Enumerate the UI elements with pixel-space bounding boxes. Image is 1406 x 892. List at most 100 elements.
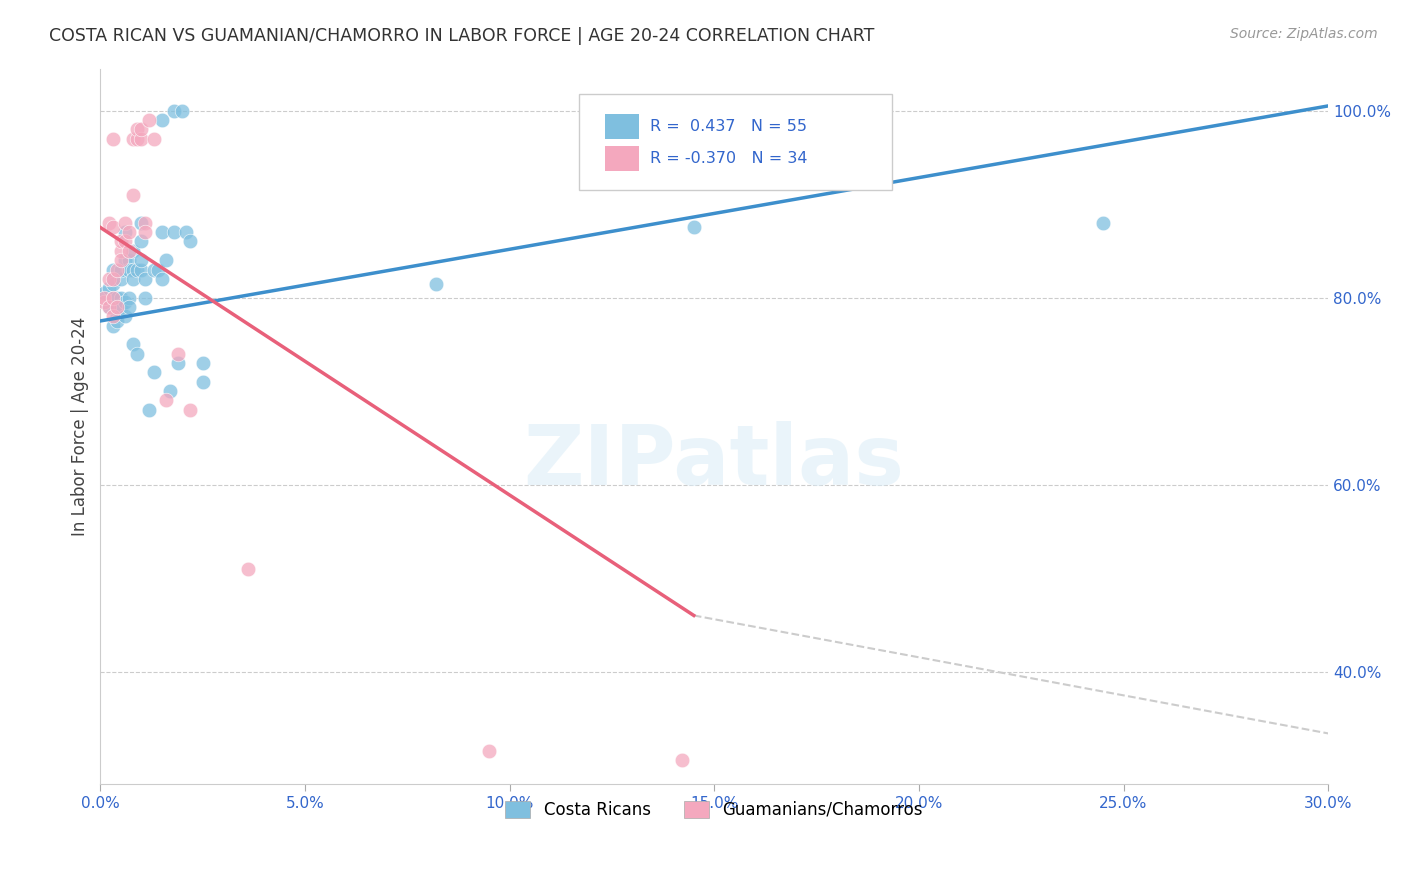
Point: [114, 225, 136, 239]
Point: [118, 262, 141, 277]
Point: [122, 337, 145, 351]
Point: [478, 744, 501, 758]
Point: [236, 562, 259, 576]
Point: [114, 216, 136, 230]
Point: [179, 235, 201, 249]
Point: [101, 291, 124, 305]
Point: [110, 235, 132, 249]
Point: [122, 272, 145, 286]
Point: [163, 225, 186, 239]
Point: [122, 262, 145, 277]
Point: [142, 131, 165, 145]
Point: [122, 131, 145, 145]
Text: R =  0.437   N = 55: R = 0.437 N = 55: [651, 119, 807, 134]
Point: [110, 291, 132, 305]
Point: [101, 310, 124, 324]
Point: [97, 300, 120, 314]
Point: [155, 393, 177, 408]
Text: ZIPatlas: ZIPatlas: [524, 421, 904, 502]
Point: [134, 272, 156, 286]
Point: [118, 244, 141, 258]
Point: [97, 216, 120, 230]
Point: [110, 300, 132, 314]
Y-axis label: In Labor Force | Age 20-24: In Labor Force | Age 20-24: [72, 317, 89, 536]
Point: [167, 346, 190, 360]
Point: [97, 272, 120, 286]
Point: [425, 277, 447, 291]
Point: [191, 356, 214, 370]
Point: [101, 262, 124, 277]
Point: [142, 365, 165, 379]
Point: [101, 131, 124, 145]
Point: [127, 346, 149, 360]
Point: [150, 225, 173, 239]
Legend: Costa Ricans, Guamanians/Chamorros: Costa Ricans, Guamanians/Chamorros: [499, 794, 929, 825]
Point: [122, 244, 145, 258]
Point: [671, 753, 693, 767]
Point: [127, 262, 149, 277]
FancyBboxPatch shape: [605, 113, 640, 138]
Point: [129, 216, 152, 230]
Point: [110, 244, 132, 258]
Point: [159, 384, 181, 398]
Point: [101, 272, 124, 286]
FancyBboxPatch shape: [579, 94, 893, 190]
Point: [93, 285, 115, 300]
Point: [105, 262, 128, 277]
Text: Source: ZipAtlas.com: Source: ZipAtlas.com: [1230, 27, 1378, 41]
Point: [101, 277, 124, 291]
Text: COSTA RICAN VS GUAMANIAN/CHAMORRO IN LABOR FORCE | AGE 20-24 CORRELATION CHART: COSTA RICAN VS GUAMANIAN/CHAMORRO IN LAB…: [49, 27, 875, 45]
Point: [129, 131, 152, 145]
Point: [176, 225, 198, 239]
Point: [118, 300, 141, 314]
Point: [105, 310, 128, 324]
Point: [114, 295, 136, 310]
Point: [163, 103, 186, 118]
Point: [101, 272, 124, 286]
Point: [1092, 216, 1115, 230]
Point: [105, 291, 128, 305]
Point: [118, 253, 141, 268]
Point: [93, 295, 115, 310]
Point: [172, 103, 194, 118]
Point: [101, 220, 124, 235]
Point: [101, 291, 124, 305]
Point: [129, 235, 152, 249]
Point: [134, 291, 156, 305]
Point: [110, 262, 132, 277]
Point: [118, 291, 141, 305]
Point: [682, 220, 704, 235]
Point: [167, 356, 190, 370]
Point: [105, 300, 128, 314]
Point: [150, 112, 173, 127]
Point: [142, 262, 165, 277]
Point: [134, 225, 156, 239]
Text: R = -0.370   N = 34: R = -0.370 N = 34: [651, 151, 808, 166]
FancyBboxPatch shape: [605, 145, 640, 170]
Point: [97, 300, 120, 314]
Point: [191, 375, 214, 389]
Point: [134, 216, 156, 230]
Point: [127, 131, 149, 145]
Point: [105, 314, 128, 328]
Point: [101, 318, 124, 333]
Point: [129, 122, 152, 136]
Point: [129, 262, 152, 277]
Point: [118, 225, 141, 239]
Point: [97, 281, 120, 295]
Point: [138, 112, 160, 127]
Point: [150, 272, 173, 286]
Point: [127, 122, 149, 136]
Point: [93, 291, 115, 305]
Point: [179, 402, 201, 417]
Point: [146, 262, 169, 277]
Point: [114, 253, 136, 268]
Point: [114, 235, 136, 249]
Point: [110, 272, 132, 286]
Point: [105, 300, 128, 314]
Point: [110, 253, 132, 268]
Point: [122, 187, 145, 202]
Point: [114, 310, 136, 324]
Point: [129, 253, 152, 268]
Point: [155, 253, 177, 268]
